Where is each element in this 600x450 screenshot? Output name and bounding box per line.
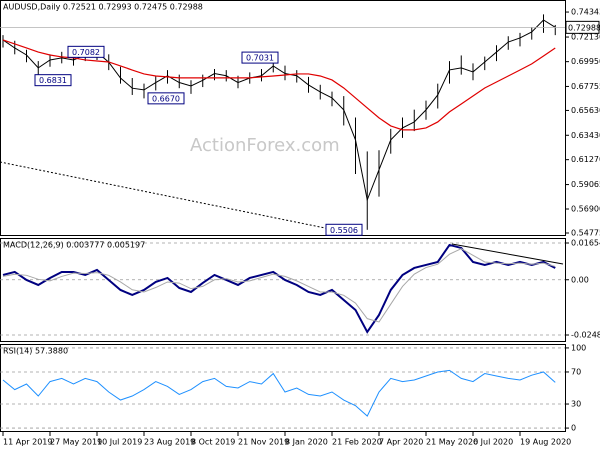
rsi-panel-frame [0, 344, 566, 432]
x-tick-label: 7 Apr 2020 [379, 438, 423, 447]
x-tick-label: 23 Aug 2019 [144, 438, 195, 447]
x-tick-label: 10 Jul 2019 [97, 438, 142, 447]
annotation-label: 0.6831 [39, 76, 67, 85]
annotation-label: 0.5506 [330, 226, 358, 235]
annotation-label: 0.6670 [152, 94, 180, 103]
price-panel-frame [0, 0, 566, 236]
x-tick-label: 21 Nov 2019 [238, 438, 289, 447]
x-tick-label: 11 Apr 2019 [3, 438, 52, 447]
x-tick-label: 21 May 2020 [426, 438, 478, 447]
x-tick-label: 6 Jul 2020 [473, 438, 513, 447]
rsi-title: RSI(14) 57.3880 [3, 347, 68, 356]
y-tick-label: 0.54775 [571, 229, 600, 238]
x-tick-label: 27 May 2019 [50, 438, 102, 447]
moving-average [2, 39, 556, 131]
indicator-line [2, 369, 556, 417]
x-tick-label: 8 Oct 2019 [191, 438, 235, 447]
last-price-box [565, 20, 600, 34]
y-tick-label: 0.59065 [571, 180, 600, 189]
last-price-label: 0.72988 [568, 23, 600, 32]
macd-title: MACD(12,26,9) 0.003777 0.005197 [3, 241, 145, 250]
y-tick-label: 0 [571, 424, 576, 433]
annotation-box [67, 45, 105, 58]
x-tick-label: 21 Feb 2020 [332, 438, 382, 447]
indicator-line [2, 248, 556, 323]
y-tick-label: -0.02486 [571, 331, 600, 340]
annotation-box [325, 223, 363, 236]
macd-trendline [451, 243, 564, 265]
annotation-box [147, 92, 185, 105]
y-tick-label: 30 [571, 400, 581, 409]
y-tick-label: 0.74343 [571, 8, 600, 17]
macd-panel-frame [0, 238, 566, 342]
x-tick-label: 8 Jan 2020 [285, 438, 328, 447]
y-tick-label: 0.01654 [571, 239, 600, 248]
x-tick-label: 19 Aug 2020 [520, 438, 571, 447]
y-tick-label: 100 [571, 343, 586, 352]
annotation-box [241, 51, 279, 64]
chart-title: AUDUSD,Daily 0.72521 0.72993 0.72475 0.7… [3, 3, 203, 12]
annotation-box [34, 74, 72, 87]
support-trendline [0, 161, 331, 230]
y-tick-label: 0.67755 [571, 82, 600, 91]
watermark: ActionForex.com [190, 135, 340, 156]
y-tick-label: 70 [571, 367, 581, 376]
annotation-label: 0.7082 [72, 48, 100, 57]
y-tick-label: 0.00 [571, 275, 589, 284]
annotation-label: 0.7031 [246, 54, 274, 63]
